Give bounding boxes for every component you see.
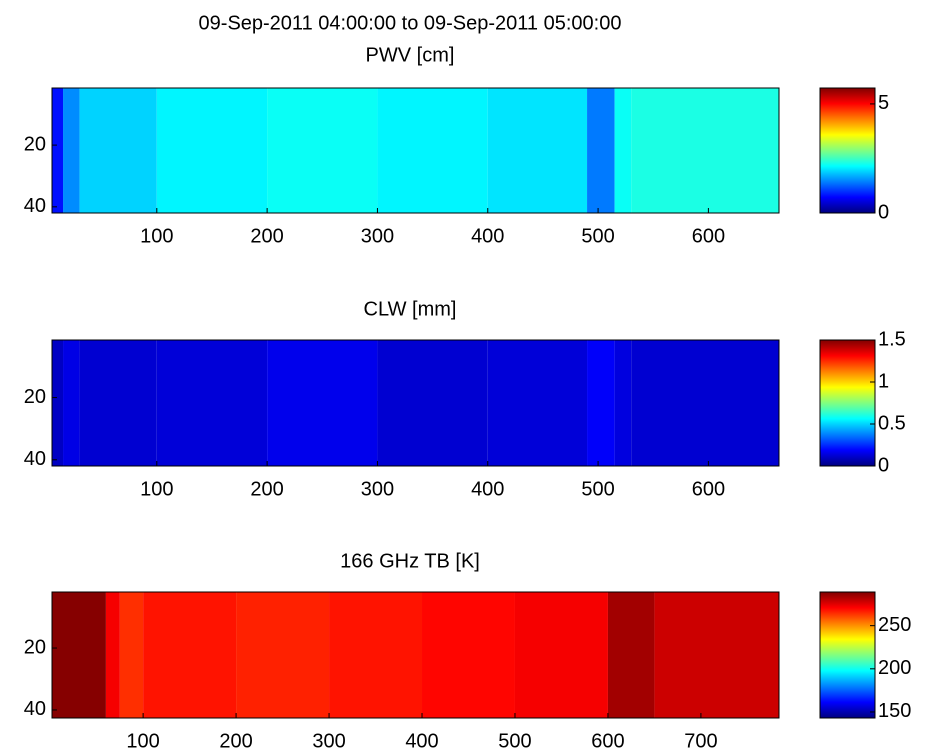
colorbar [819,591,876,719]
heatmap-band [143,592,237,718]
x-tick-label: 300 [312,730,345,752]
axes-frame [51,87,780,214]
heatmap-band [156,88,268,213]
heatmap-band [614,340,632,466]
x-tick-label: 600 [591,730,624,752]
y-tick-label: 20 [24,386,46,408]
heatmap-band [63,340,80,466]
y-tick-label: 40 [24,448,46,470]
colorbar [819,87,876,214]
heatmap-band [487,88,588,213]
x-tick-label: 200 [250,478,283,500]
panel-title: PWV [cm] [366,44,455,66]
heatmap-band [329,592,423,718]
heatmap-band [52,88,64,213]
x-tick-label: 100 [140,225,173,247]
panel-title: CLW [mm] [364,298,457,320]
heatmap-band [587,340,615,466]
colorbar-tick-label: 250 [878,614,911,636]
colorbar-tick-label: 5 [878,92,889,114]
axes-frame [51,591,780,719]
y-tick-label: 20 [24,133,46,155]
x-tick-label: 400 [405,730,438,752]
heatmap-band [267,340,378,466]
y-tick-label: 40 [24,698,46,720]
x-tick-label: 200 [219,730,252,752]
y-tick-label: 40 [24,195,46,217]
heatmap-band [614,88,632,213]
heatmap-band [119,592,144,718]
heatmap-band [377,88,488,213]
heatmap-band [487,340,588,466]
colorbar-tick-label: 200 [878,657,911,679]
heatmap-band [79,88,157,213]
heatmap-band [52,340,64,466]
x-tick-label: 300 [361,478,394,500]
x-tick-label: 500 [581,478,614,500]
colorbar-tick-label: 1 [878,370,889,392]
x-tick-label: 500 [581,225,614,247]
colorbar [819,339,876,467]
colorbar-tick-label: 0.5 [878,412,906,434]
x-tick-label: 100 [140,478,173,500]
heatmap-band [52,592,106,718]
panel-title: 166 GHz TB [K] [340,550,480,572]
heatmap-band [514,592,608,718]
x-tick-label: 100 [126,730,159,752]
heatmap-band [377,340,488,466]
heatmap-band [267,88,378,213]
heatmap-band [105,592,120,718]
y-tick-label: 20 [24,636,46,658]
x-tick-label: 600 [692,478,725,500]
x-tick-label: 500 [498,730,531,752]
colorbar-tick-label: 0 [878,201,889,223]
colorbar-tick-label: 1.5 [878,328,906,350]
x-tick-label: 200 [250,225,283,247]
heatmap-band [236,592,330,718]
heatmap-band [654,592,779,718]
heatmap-band [63,88,80,213]
x-tick-label: 400 [471,478,504,500]
heatmap-band [587,88,615,213]
heatmap-band [79,340,157,466]
heatmap-band [422,592,515,718]
x-tick-label: 700 [684,730,717,752]
x-tick-label: 400 [471,225,504,247]
heatmap-band [631,340,779,466]
colorbar-tick-label: 0 [878,454,889,476]
axes-frame [51,339,780,467]
x-tick-label: 600 [692,225,725,247]
heatmap-band [631,88,779,213]
figure-title: 09-Sep-2011 04:00:00 to 09-Sep-2011 05:0… [199,12,622,34]
heatmap-band [156,340,268,466]
x-tick-label: 300 [361,225,394,247]
heatmap-band [607,592,655,718]
colorbar-tick-label: 150 [878,700,911,722]
